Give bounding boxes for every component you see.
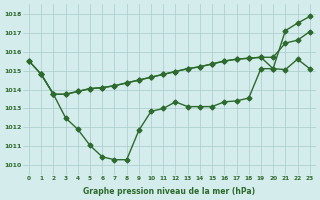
X-axis label: Graphe pression niveau de la mer (hPa): Graphe pression niveau de la mer (hPa)	[83, 187, 255, 196]
